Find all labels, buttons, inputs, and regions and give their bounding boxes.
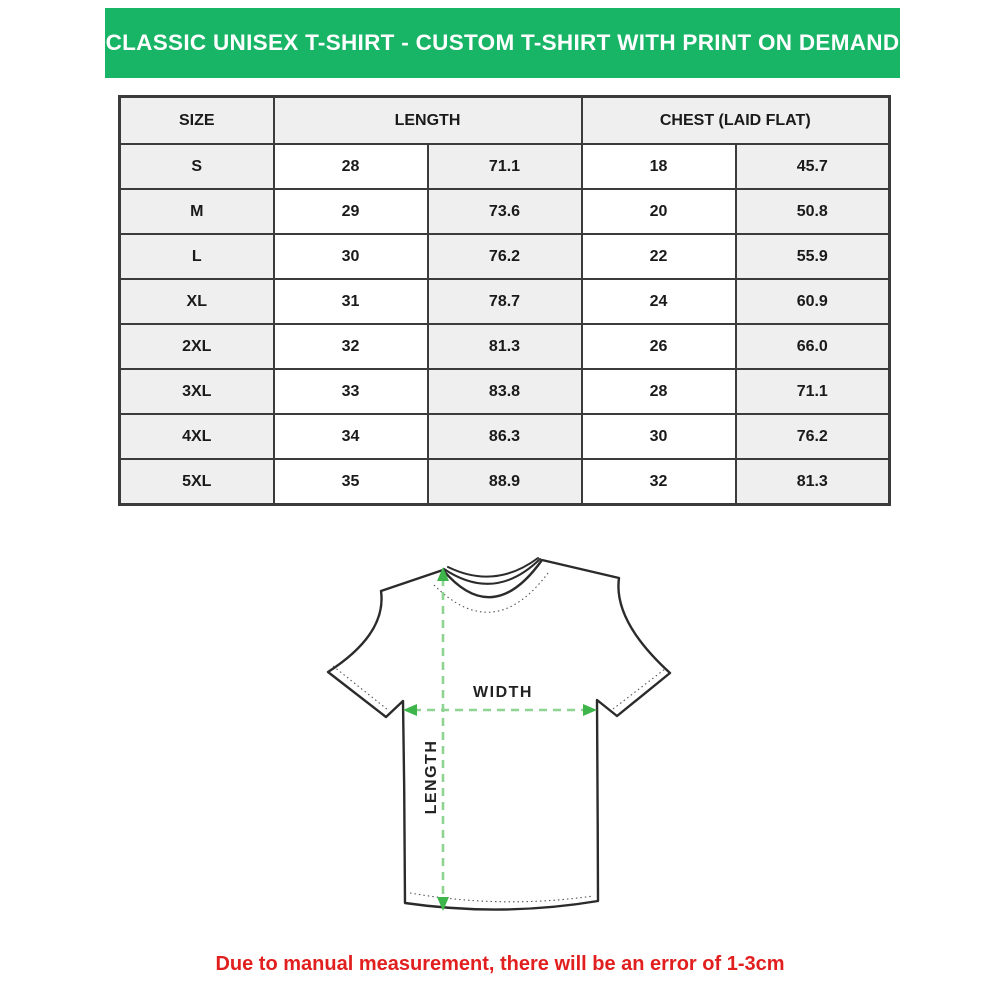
length-arrow xyxy=(437,567,449,911)
chest-in-cell: 30 xyxy=(580,413,737,460)
size-cell: 4XL xyxy=(118,413,275,460)
size-cell: 3XL xyxy=(118,368,275,415)
width-label: WIDTH xyxy=(473,684,533,701)
length-cm-cell: 76.2 xyxy=(426,233,583,280)
chest-in-cell: 18 xyxy=(580,143,737,190)
table-row: L 30 76.2 22 55.9 xyxy=(118,233,891,280)
chest-cm-cell: 50.8 xyxy=(734,188,891,235)
length-in-cell: 28 xyxy=(272,143,429,190)
length-in-cell: 33 xyxy=(272,368,429,415)
length-in-cell: 35 xyxy=(272,458,429,506)
chest-in-cell: 22 xyxy=(580,233,737,280)
length-in-cell: 30 xyxy=(272,233,429,280)
left-sleeve-stitch-line xyxy=(332,665,389,711)
width-arrow-right-head xyxy=(583,704,597,716)
length-arrow-up-head xyxy=(437,567,449,581)
length-label: LENGTH xyxy=(423,740,440,815)
table-row: 5XL 35 88.9 32 81.3 xyxy=(118,458,891,506)
length-in-cell: 34 xyxy=(272,413,429,460)
tshirt-svg: WIDTH LENGTH xyxy=(326,557,672,911)
header-length: LENGTH xyxy=(272,95,583,145)
chest-in-cell: 28 xyxy=(580,368,737,415)
table-row: S 28 71.1 18 45.7 xyxy=(118,143,891,190)
collar-top-arc xyxy=(447,557,539,578)
page-title: CLASSIC UNISEX T-SHIRT - CUSTOM T-SHIRT … xyxy=(105,30,900,55)
chest-cm-cell: 66.0 xyxy=(734,323,891,370)
chest-cm-cell: 55.9 xyxy=(734,233,891,280)
size-cell: 2XL xyxy=(118,323,275,370)
chest-in-cell: 24 xyxy=(580,278,737,325)
chest-in-cell: 32 xyxy=(580,458,737,506)
width-arrow xyxy=(403,704,597,716)
length-in-cell: 32 xyxy=(272,323,429,370)
chest-in-cell: 26 xyxy=(580,323,737,370)
length-in-cell: 31 xyxy=(272,278,429,325)
length-cm-cell: 83.8 xyxy=(426,368,583,415)
chest-cm-cell: 76.2 xyxy=(734,413,891,460)
chest-cm-cell: 71.1 xyxy=(734,368,891,415)
width-arrow-left-head xyxy=(403,704,417,716)
size-cell: 5XL xyxy=(118,458,275,506)
size-cell: S xyxy=(118,143,275,190)
chest-cm-cell: 60.9 xyxy=(734,278,891,325)
collar-stitch-line xyxy=(433,572,549,613)
chest-in-cell: 20 xyxy=(580,188,737,235)
measurement-note: Due to manual measurement, there will be… xyxy=(215,953,785,975)
size-table: SIZE LENGTH CHEST (LAID FLAT) S 28 71.1 … xyxy=(118,95,892,506)
table-row: M 29 73.6 20 50.8 xyxy=(118,188,891,235)
size-cell: M xyxy=(118,188,275,235)
chest-cm-cell: 81.3 xyxy=(734,458,891,506)
chest-cm-cell: 45.7 xyxy=(734,143,891,190)
length-in-cell: 29 xyxy=(272,188,429,235)
right-sleeve-stitch-line xyxy=(612,668,666,710)
title-banner: CLASSIC UNISEX T-SHIRT - CUSTOM T-SHIRT … xyxy=(105,8,900,78)
header-chest: CHEST (LAID FLAT) xyxy=(580,95,891,145)
size-cell: L xyxy=(118,233,275,280)
size-table-header: SIZE LENGTH CHEST (LAID FLAT) xyxy=(118,95,891,145)
length-cm-cell: 88.9 xyxy=(426,458,583,506)
table-row: XL 31 78.7 24 60.9 xyxy=(118,278,891,325)
length-cm-cell: 78.7 xyxy=(426,278,583,325)
length-cm-cell: 71.1 xyxy=(426,143,583,190)
length-cm-cell: 73.6 xyxy=(426,188,583,235)
length-cm-cell: 86.3 xyxy=(426,413,583,460)
tshirt-diagram: WIDTH LENGTH xyxy=(310,545,700,945)
size-cell: XL xyxy=(118,278,275,325)
length-cm-cell: 81.3 xyxy=(426,323,583,370)
table-row: 2XL 32 81.3 26 66.0 xyxy=(118,323,891,370)
tshirt-outline xyxy=(326,558,672,911)
header-row: SIZE LENGTH CHEST (LAID FLAT) xyxy=(118,95,891,145)
table-row: 3XL 33 83.8 28 71.1 xyxy=(118,368,891,415)
length-arrow-down-head xyxy=(437,897,449,911)
header-size: SIZE xyxy=(118,95,275,145)
size-table-body: S 28 71.1 18 45.7 M 29 73.6 20 50.8 L 30… xyxy=(118,143,891,506)
collar-band-arc xyxy=(443,558,541,585)
table-row: 4XL 34 86.3 30 76.2 xyxy=(118,413,891,460)
